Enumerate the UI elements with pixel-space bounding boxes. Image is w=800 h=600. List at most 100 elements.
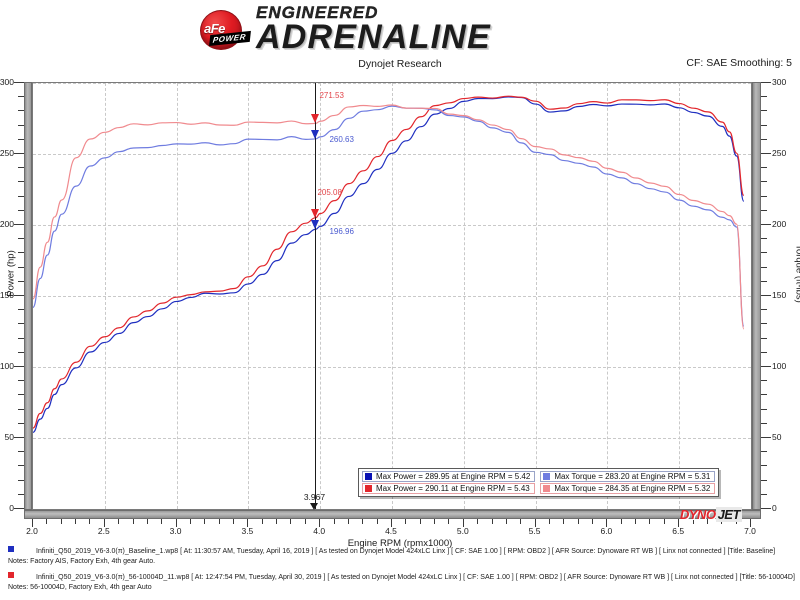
left-axis-tick bbox=[18, 96, 24, 98]
right-axis-tick bbox=[761, 96, 767, 98]
chart-subtitle: Dynojet Research bbox=[358, 58, 442, 70]
right-axis-tick bbox=[761, 366, 771, 367]
brand-adrenaline-text: ADRENALINE bbox=[256, 18, 491, 56]
legend-swatch-icon bbox=[365, 485, 372, 492]
left-axis-tick bbox=[18, 124, 24, 126]
bottom-axis-tick bbox=[304, 519, 306, 524]
left-axis-tick bbox=[18, 465, 24, 467]
right-axis-tick bbox=[761, 124, 767, 126]
bottom-axis-tick bbox=[462, 519, 464, 527]
plot-area: 271.53 260.63 205.08 196.96 bbox=[32, 82, 752, 510]
bottom-axis-tick bbox=[534, 519, 536, 527]
cursor-arrow-icon bbox=[310, 503, 319, 510]
bottom-axis-tick bbox=[448, 519, 450, 524]
left-axis-tick bbox=[18, 380, 24, 382]
right-axis-tick-label: 100 bbox=[772, 361, 787, 371]
cf-smoothing-note: CF: SAE Smoothing: 5 bbox=[686, 57, 792, 69]
left-axis-tick bbox=[18, 451, 24, 453]
legend-entry[interactable]: Max Torque = 284.35 at Engine RPM = 5.32 bbox=[540, 483, 716, 494]
bottom-axis-tick bbox=[391, 519, 392, 527]
bottom-axis-tick bbox=[663, 519, 665, 524]
dynojet-logo-dyno: DYNO bbox=[680, 507, 716, 522]
legend-entry[interactable]: Max Torque = 283.20 at Engine RPM = 5.31 bbox=[540, 471, 716, 482]
bottom-axis-tick-label: 3.5 bbox=[241, 526, 254, 536]
afe-power-logo-icon: aFe POWER bbox=[198, 9, 251, 50]
bottom-axis-tick-label: 4.0 bbox=[313, 526, 326, 536]
left-axis-tick bbox=[18, 280, 24, 282]
legend-entry[interactable]: Max Power = 290.11 at Engine RPM = 5.43 bbox=[362, 483, 536, 494]
bottom-axis-tick-label: 6.5 bbox=[672, 526, 685, 536]
right-axis-tick bbox=[761, 167, 767, 169]
right-axis-tick bbox=[761, 465, 767, 467]
left-axis-tick bbox=[18, 252, 24, 254]
bottom-axis-tick bbox=[75, 519, 77, 524]
bottom-axis-tick bbox=[32, 519, 33, 527]
bottom-axis-tick bbox=[434, 519, 436, 524]
curve-torque-baseline bbox=[33, 105, 745, 327]
left-axis-tick bbox=[18, 238, 24, 240]
legend-entry-text: Max Torque = 283.20 at Engine RPM = 5.31 bbox=[554, 472, 711, 481]
left-axis-tick bbox=[18, 479, 24, 481]
bottom-axis-tick bbox=[649, 519, 651, 524]
left-axis-tick bbox=[14, 366, 24, 367]
curve-layer bbox=[33, 95, 745, 433]
bottom-axis-tick bbox=[233, 519, 235, 524]
footnote-bullet-red-icon bbox=[8, 572, 14, 578]
left-axis-tick bbox=[18, 309, 24, 311]
right-axis-tick bbox=[761, 394, 767, 396]
left-axis-bar bbox=[24, 82, 32, 510]
gridline-vertical bbox=[463, 83, 465, 509]
left-axis-tick-label: 300 bbox=[0, 77, 14, 87]
dynojet-logo: DYNO JET bbox=[680, 507, 742, 522]
bottom-axis-tick bbox=[333, 519, 335, 524]
results-legend[interactable]: Max Power = 289.95 at Engine RPM = 5.42 M… bbox=[358, 468, 720, 497]
left-axis-tick bbox=[18, 351, 24, 353]
right-axis-title: Torque (ft-lbs) bbox=[793, 244, 800, 303]
cursor-line[interactable] bbox=[315, 83, 317, 509]
right-axis-bar bbox=[752, 82, 761, 510]
gridline-vertical bbox=[392, 83, 393, 509]
right-axis-tick bbox=[761, 280, 767, 282]
left-axis-tick-label: 50 bbox=[4, 432, 14, 442]
legend-swatch-icon bbox=[543, 473, 551, 480]
right-axis-tick bbox=[761, 323, 767, 325]
right-axis-tick bbox=[761, 266, 767, 268]
marker-power-blue bbox=[311, 220, 320, 230]
left-axis-tick bbox=[18, 408, 24, 410]
bottom-axis-bar bbox=[24, 510, 761, 519]
bottom-axis-tick bbox=[376, 519, 378, 524]
bottom-axis-tick-label: 6.0 bbox=[600, 526, 613, 536]
bottom-axis-tick-label: 7.0 bbox=[744, 526, 756, 536]
right-axis-tick bbox=[761, 508, 771, 509]
gridline-vertical bbox=[607, 83, 609, 509]
right-axis-tick bbox=[761, 408, 767, 410]
dynojet-logo-jet: JET bbox=[715, 507, 742, 522]
bottom-axis-tick bbox=[750, 519, 751, 527]
cursor-rpm-value: 3.967 bbox=[303, 492, 326, 502]
right-axis-tick bbox=[761, 195, 767, 197]
marker-label-power-red: 205.08 bbox=[317, 187, 342, 197]
bottom-axis-tick-label: 5.5 bbox=[528, 526, 541, 536]
bottom-axis-tick bbox=[60, 519, 62, 524]
legend-entry[interactable]: Max Power = 289.95 at Engine RPM = 5.42 bbox=[362, 471, 536, 482]
afe-logo-text: aFe bbox=[204, 20, 225, 36]
right-axis-tick bbox=[761, 238, 767, 240]
left-axis-tick bbox=[18, 110, 24, 112]
gridline-vertical bbox=[248, 83, 250, 509]
legend-entry-text: Max Torque = 284.35 at Engine RPM = 5.32 bbox=[554, 484, 711, 493]
right-axis-tick bbox=[761, 437, 771, 438]
right-axis-tick bbox=[761, 493, 767, 495]
legend-swatch-icon bbox=[365, 473, 372, 480]
bottom-axis-tick bbox=[678, 519, 680, 527]
bottom-axis-tick bbox=[118, 519, 120, 524]
right-axis-tick-label: 50 bbox=[772, 432, 782, 442]
left-axis-tick bbox=[18, 138, 24, 140]
right-axis-tick bbox=[761, 209, 767, 211]
legend-entry-text: Max Power = 289.95 at Engine RPM = 5.42 bbox=[376, 472, 531, 481]
curve-power-56-10004d bbox=[33, 95, 745, 429]
right-axis-tick-label: 250 bbox=[772, 148, 787, 158]
left-axis-tick-label: 0 bbox=[9, 503, 14, 513]
bottom-axis-tick bbox=[261, 519, 263, 524]
bottom-axis-tick bbox=[247, 519, 249, 527]
right-axis-tick-label: 0 bbox=[772, 503, 777, 513]
